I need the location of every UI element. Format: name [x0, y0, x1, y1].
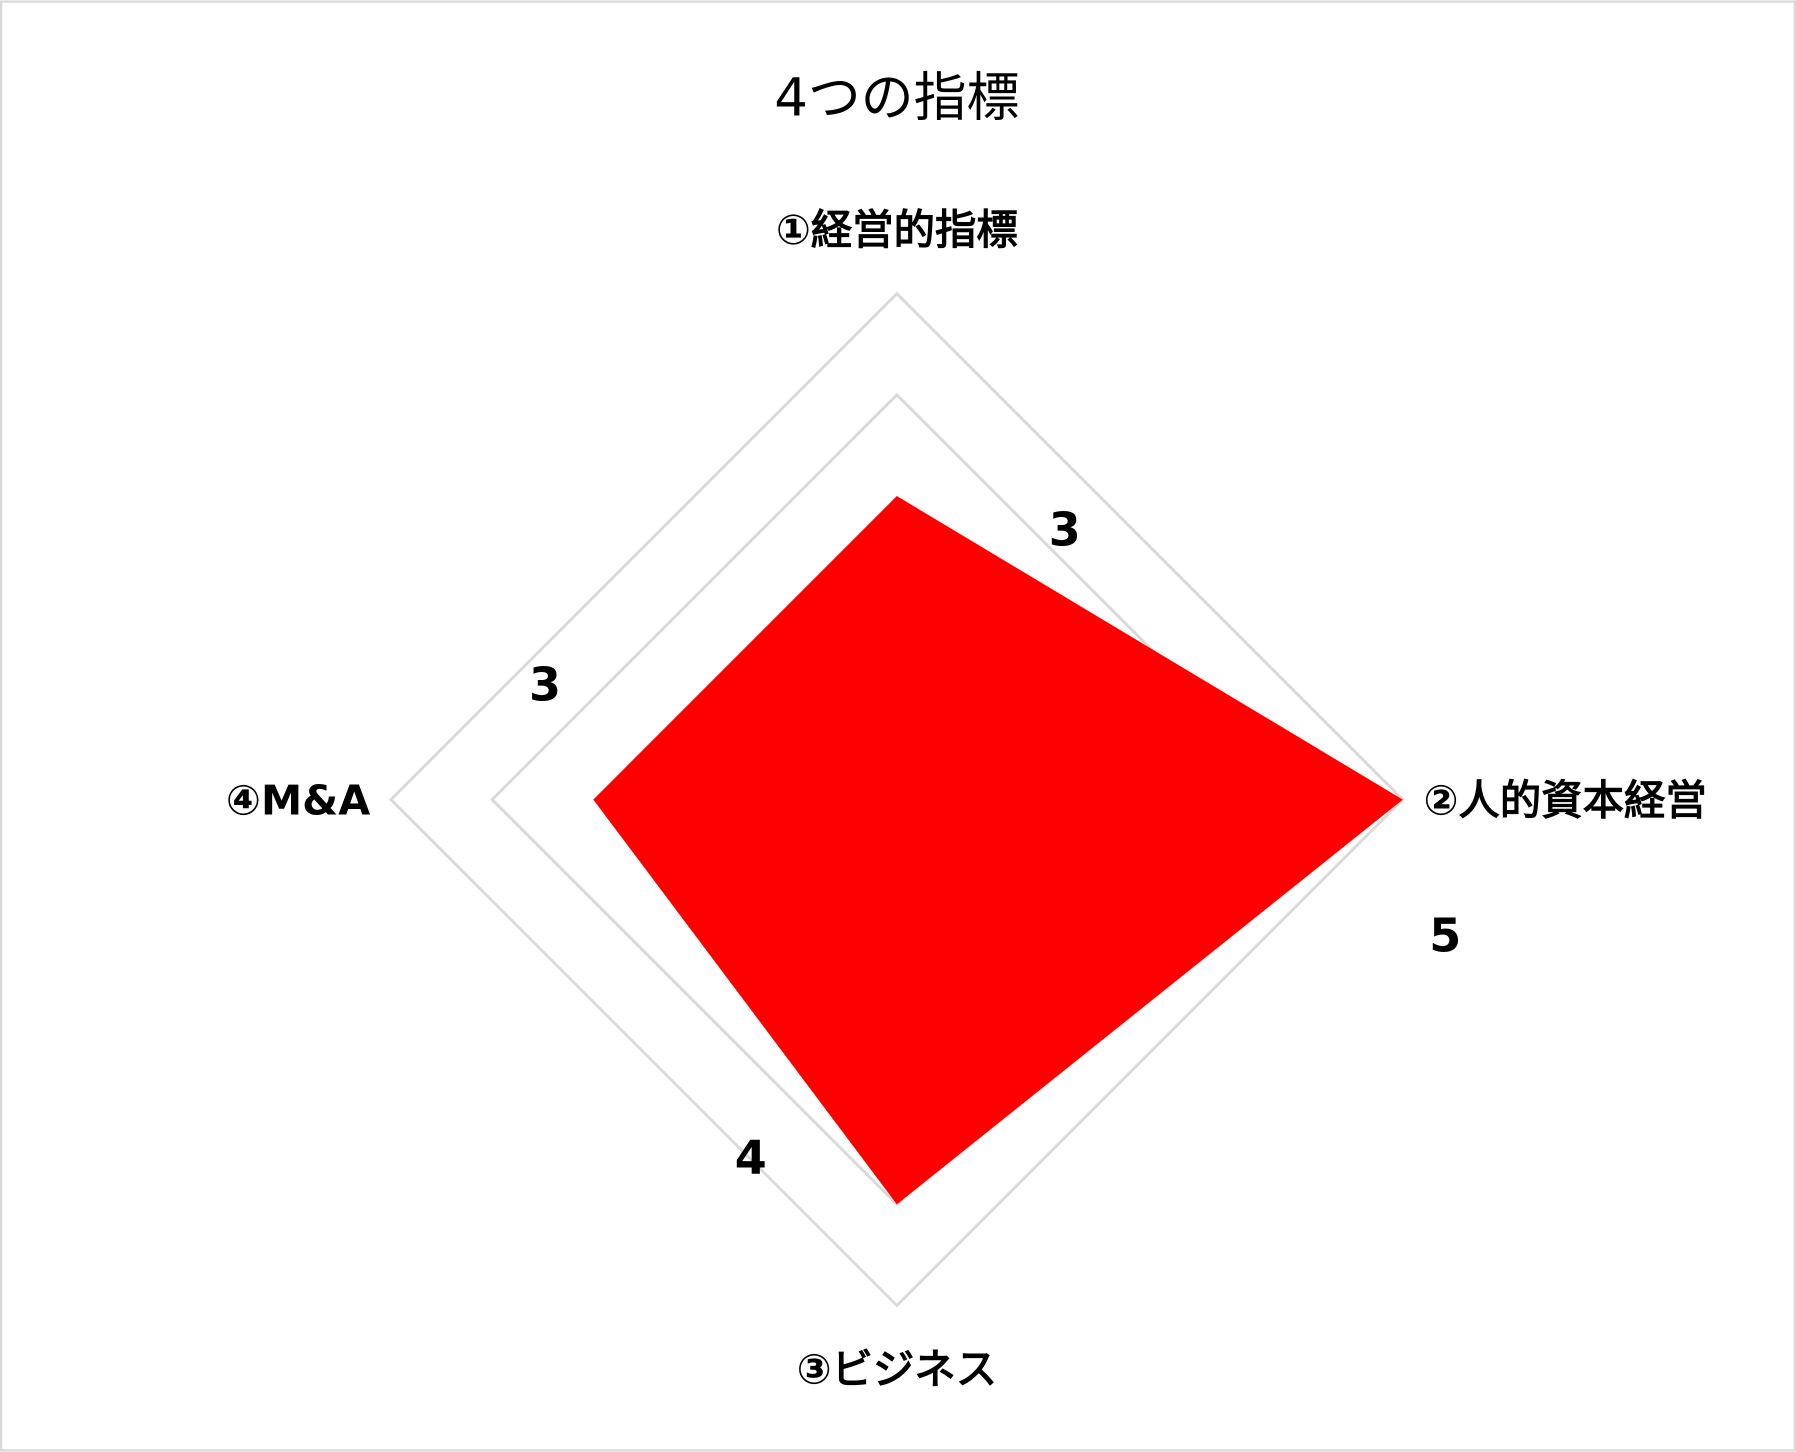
chart-title: 4つの指標: [774, 67, 1019, 128]
data-label-4: 3: [529, 658, 561, 712]
data-label-3: 4: [735, 1130, 767, 1184]
category-label-3: ③ビジネス: [797, 1346, 998, 1394]
data-label-2: 5: [1429, 908, 1461, 962]
category-label-4: ④M&A: [226, 777, 370, 825]
gridline-5: [388, 291, 1405, 1308]
category-label-1: ①経営的指標: [776, 206, 1018, 254]
data-label-1: 3: [1049, 502, 1081, 556]
category-label-2: ②人的資本経営: [1423, 777, 1706, 825]
series: [593, 495, 1403, 1205]
series-area-0: [593, 496, 1403, 1205]
labels: ①経営的指標 ②人的資本経営 ③ビジネス ④M&A 3 5 4 3: [226, 206, 1707, 1393]
